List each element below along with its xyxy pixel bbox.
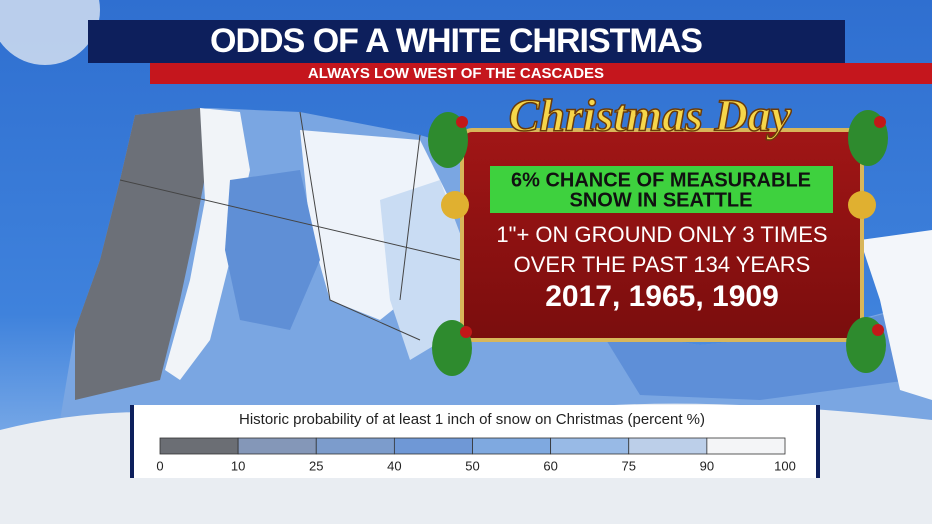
- legend-swatch: [315, 437, 395, 455]
- legend-title: Historic probability of at least 1 inch …: [239, 411, 705, 428]
- highlight-box: [490, 166, 833, 213]
- legend-tick-label: 50: [465, 458, 479, 473]
- highlight-line: 6% CHANCE OF MEASURABLE: [511, 169, 811, 191]
- legend-scale: 0 10 25 40 50 60 75 90 100: [156, 437, 796, 473]
- banner-years: 2017, 1965, 1909: [545, 280, 779, 313]
- legend-swatch: [159, 437, 239, 455]
- legend-tick-label: 90: [700, 458, 714, 473]
- legend-edge: [816, 405, 820, 478]
- legend-swatch: [706, 437, 786, 455]
- holly: [428, 110, 888, 376]
- highlight-line: SNOW IN SEATTLE: [570, 189, 753, 211]
- legend-swatch: [472, 437, 552, 455]
- banner-line: 1"+ ON GROUND ONLY 3 TIMES: [496, 222, 827, 247]
- legend-tick-label: 0: [156, 458, 163, 473]
- banner-heading: Christmas Day: [509, 90, 792, 141]
- moon: [0, 0, 100, 65]
- legend-tick-label: 60: [543, 458, 557, 473]
- legend-tick-label: 40: [387, 458, 401, 473]
- legend-tick-label: 25: [309, 458, 323, 473]
- subtitle: ALWAYS LOW WEST OF THE CASCADES: [308, 65, 604, 82]
- banner-line: OVER THE PAST 134 YEARS: [514, 252, 811, 277]
- legend-swatch: [550, 437, 630, 455]
- legend-swatch: [393, 437, 473, 455]
- legend-edge: [130, 405, 134, 478]
- subtitle-bar: [150, 63, 932, 84]
- legend-tick-label: 10: [231, 458, 245, 473]
- title-bar: [88, 20, 845, 63]
- legend-swatch: [237, 437, 317, 455]
- legend-swatch: [628, 437, 708, 455]
- legend-tick-label: 75: [622, 458, 636, 473]
- legend-tick-label: 100: [774, 458, 796, 473]
- title: ODDS OF A WHITE CHRISTMAS: [210, 22, 702, 60]
